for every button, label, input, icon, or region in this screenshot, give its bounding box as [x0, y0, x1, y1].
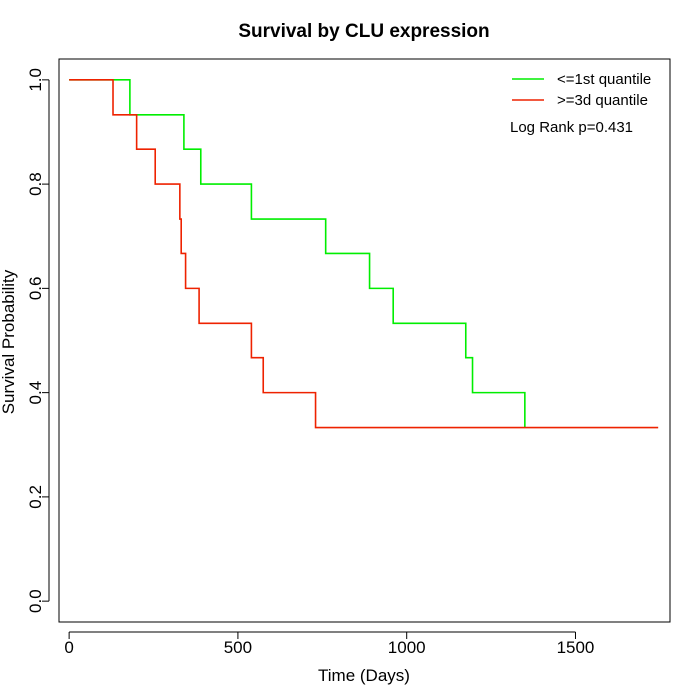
x-axis-label: Time (Days) [318, 666, 410, 685]
x-tick-label: 500 [224, 638, 252, 657]
series-line-low-quantile [69, 79, 526, 428]
chart-title: Survival by CLU expression [238, 21, 489, 42]
survival-curves [69, 79, 659, 429]
y-tick-label: 0.4 [26, 381, 45, 405]
y-tick-label: 0.0 [26, 589, 45, 613]
y-tick-label: 0.8 [26, 172, 45, 196]
y-tick-label: 0.6 [26, 277, 45, 301]
legend-label: >=3d quantile [557, 92, 648, 109]
plot-area-border [58, 58, 671, 623]
y-tick-label: 0.2 [26, 485, 45, 509]
series-line-high-quantile [69, 79, 659, 429]
legend-label: <=1st quantile [557, 71, 651, 88]
x-axis: 0 500 1000 1500 [64, 631, 595, 657]
x-tick-label: 1000 [388, 638, 426, 657]
y-axis-label: Survival Probability [0, 269, 18, 414]
y-tick-label: 1.0 [26, 68, 45, 92]
x-tick-label: 0 [64, 638, 73, 657]
x-tick-label: 1500 [557, 638, 595, 657]
legend: <=1st quantile >=3d quantile [512, 71, 651, 109]
log-rank-annotation: Log Rank p=0.431 [510, 119, 633, 136]
y-axis: 0.0 0.2 0.4 0.6 0.8 1.0 [26, 68, 50, 613]
